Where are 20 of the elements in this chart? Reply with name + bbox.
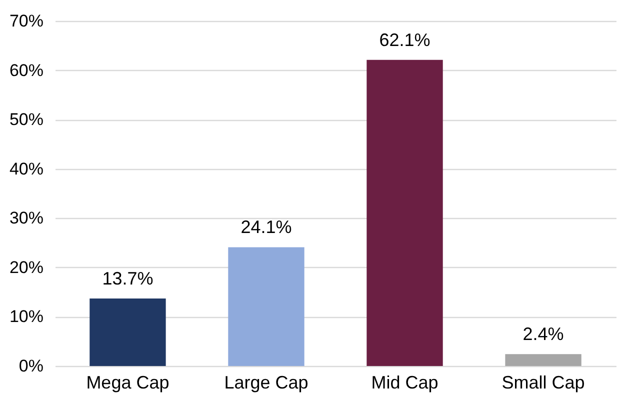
bar [366, 60, 443, 366]
x-tick-label: Mega Cap [86, 372, 170, 392]
y-tick-label: 40% [9, 159, 44, 178]
y-tick-label: 30% [9, 208, 44, 228]
data-label: 2.4% [522, 324, 564, 344]
data-label: 24.1% [240, 217, 292, 238]
y-tick-label: 60% [9, 60, 44, 80]
bar [505, 354, 582, 366]
y-tick-label: 70% [9, 12, 44, 30]
bar [228, 247, 304, 366]
y-tick-label: 0% [18, 356, 44, 376]
y-tick-label: 20% [9, 258, 44, 277]
bar [90, 298, 166, 366]
data-label: 62.1% [379, 30, 430, 50]
y-tick-label: 10% [9, 307, 44, 326]
data-label: 13.7% [102, 268, 154, 288]
y-tick-label: 50% [9, 110, 44, 130]
x-tick-label: Large Cap [224, 372, 308, 392]
x-tick-label: Small Cap [502, 372, 585, 392]
x-tick-label: Mid Cap [371, 372, 438, 392]
